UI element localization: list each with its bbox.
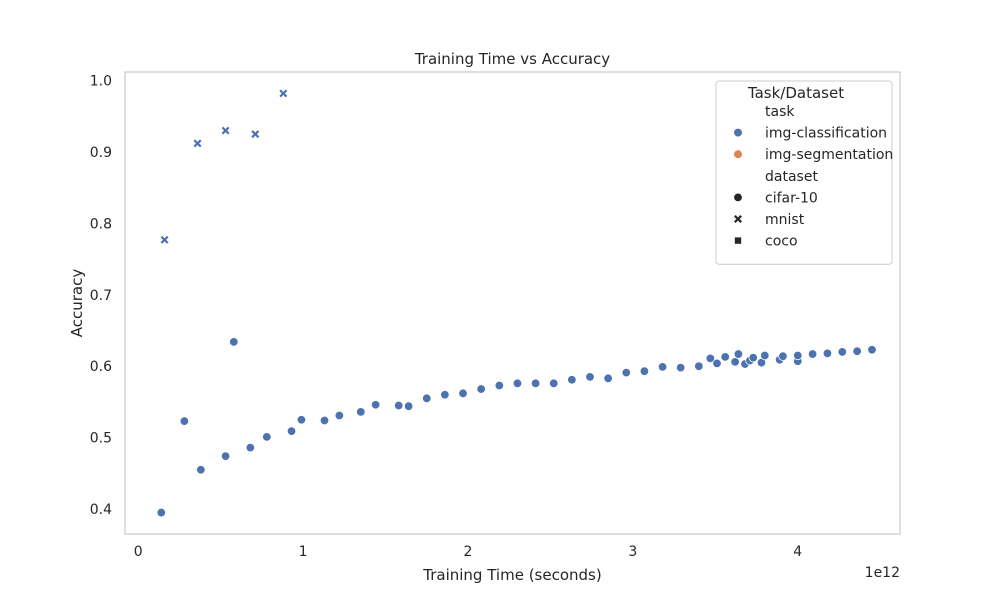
x-tick-label: 2 xyxy=(464,544,473,560)
legend-label-task: task xyxy=(765,104,795,120)
data-point-cifar-10 xyxy=(730,357,740,367)
data-point-cifar-10 xyxy=(694,361,704,371)
x-tick-label: 4 xyxy=(793,544,802,560)
data-point-cifar-10 xyxy=(733,349,744,359)
data-point-cifar-10 xyxy=(220,451,231,461)
data-point-cifar-10 xyxy=(822,348,833,359)
data-point-cifar-10 xyxy=(675,362,686,373)
data-point-cifar-10 xyxy=(422,393,432,404)
y-tick-label: 0.5 xyxy=(90,431,112,447)
x-tick-label: 0 xyxy=(134,544,143,560)
x-axis-ticks: 0 1 2 3 4 xyxy=(134,544,803,560)
data-point-cifar-10 xyxy=(296,415,307,425)
data-point-cifar-10 xyxy=(286,426,297,436)
data-point-cifar-10 xyxy=(440,390,450,400)
data-point-cifar-10 xyxy=(807,349,818,359)
data-point-cifar-10 xyxy=(319,415,330,426)
data-point-cifar-10 xyxy=(245,442,256,453)
legend-marker-mnist xyxy=(734,215,742,223)
data-point-cifar-10 xyxy=(403,401,414,411)
data-point-cifar-10 xyxy=(512,378,523,389)
y-tick-label: 0.8 xyxy=(90,216,112,232)
data-point-cifar-10 xyxy=(476,384,486,394)
y-axis-ticks: 0.4 0.5 0.6 0.7 0.8 0.9 1.0 xyxy=(90,74,112,518)
x-axis-offset-label: 1e12 xyxy=(865,565,900,581)
data-point-cifar-10 xyxy=(639,366,650,376)
data-point-cifar-10 xyxy=(837,347,847,357)
data-point-cifar-10 xyxy=(156,507,166,518)
data-point-cifar-10 xyxy=(760,350,770,361)
data-point-cifar-10 xyxy=(229,337,239,347)
data-point-mnist xyxy=(251,130,260,139)
data-point-cifar-10 xyxy=(748,352,758,363)
data-point-cifar-10 xyxy=(494,380,505,391)
x-tick-label: 3 xyxy=(628,544,637,560)
y-tick-label: 0.4 xyxy=(90,502,112,518)
data-point-cifar-10 xyxy=(712,358,722,369)
legend-marker-img-segmentation xyxy=(734,150,742,159)
data-point-cifar-10 xyxy=(603,373,613,384)
data-point-cifar-10 xyxy=(458,388,468,399)
legend-label-mnist: mnist xyxy=(765,212,805,228)
data-point-cifar-10 xyxy=(867,345,877,355)
legend: Task/Dataset task img-classification img-se… xyxy=(715,80,893,265)
data-point-cifar-10 xyxy=(793,350,803,361)
legend-box xyxy=(715,80,893,265)
data-point-cifar-10 xyxy=(852,346,862,356)
legend-marker-img-classification xyxy=(734,128,742,137)
data-point-mnist xyxy=(160,235,169,244)
data-point-cifar-10 xyxy=(394,400,404,411)
data-point-cifar-10 xyxy=(567,375,577,385)
y-tick-label: 0.6 xyxy=(90,359,112,375)
data-point-mnist xyxy=(193,139,202,148)
data-point-cifar-10 xyxy=(334,410,345,421)
data-points xyxy=(156,89,877,518)
data-point-mnist xyxy=(221,126,230,135)
legend-marker-cifar-10 xyxy=(733,192,743,203)
data-point-cifar-10 xyxy=(720,352,730,362)
y-tick-label: 0.7 xyxy=(90,288,112,304)
data-point-cifar-10 xyxy=(621,367,631,378)
data-point-mnist xyxy=(279,89,288,98)
data-point-cifar-10 xyxy=(778,351,788,361)
legend-label-cifar-10: cifar-10 xyxy=(765,190,818,206)
legend-label-img-classification: img-classification xyxy=(765,126,887,142)
legend-title: Task/Dataset xyxy=(747,84,844,102)
y-tick-label: 1.0 xyxy=(90,74,112,90)
data-point-cifar-10 xyxy=(356,407,366,417)
legend-label-img-segmentation: img-segmentation xyxy=(765,147,893,163)
y-axis-title: Accuracy xyxy=(68,269,86,338)
data-point-cifar-10 xyxy=(657,362,668,372)
chart-title: Training Time vs Accuracy xyxy=(414,50,610,68)
data-point-cifar-10 xyxy=(705,353,716,364)
data-point-cifar-10 xyxy=(549,378,559,389)
data-point-cifar-10 xyxy=(585,372,595,382)
data-point-cifar-10 xyxy=(179,416,190,426)
y-tick-label: 0.9 xyxy=(90,145,112,161)
legend-label-dataset: dataset xyxy=(765,169,818,185)
data-point-cifar-10 xyxy=(262,432,272,442)
data-point-cifar-10 xyxy=(530,378,541,389)
data-point-cifar-10 xyxy=(370,400,381,410)
x-tick-label: 1 xyxy=(299,544,308,560)
legend-label-coco: coco xyxy=(765,234,798,250)
data-point-cifar-10 xyxy=(196,465,206,475)
x-axis-title: Training Time (seconds) xyxy=(422,566,601,584)
legend-marker-coco xyxy=(734,237,742,244)
